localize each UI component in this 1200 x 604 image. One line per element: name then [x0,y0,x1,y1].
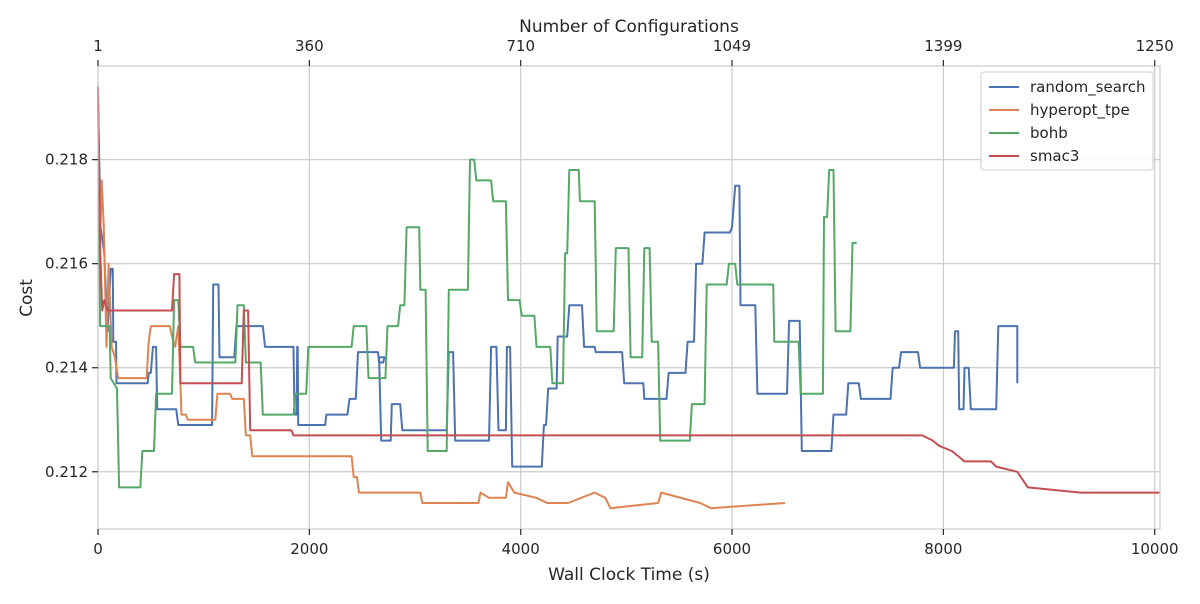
legend-label: random_search [1030,78,1146,97]
x-axis-ticks: 0 2000 4000 6000 8000 10000 [93,529,1179,558]
y-tick-label: 0.214 [45,359,88,377]
legend-label: bohb [1030,124,1068,142]
x-tick-label: 10000 [1131,540,1179,558]
y-axis-title: Cost [17,279,37,317]
legend-label: smac3 [1030,147,1079,165]
x-tick-label: 8000 [924,540,962,558]
top-tick-label: 710 [506,37,535,55]
y-tick-label: 0.216 [45,255,88,273]
top-tick-label: 360 [295,37,324,55]
plot-frame [97,65,1161,530]
top-tick-label: 1250 [1136,37,1174,55]
x-axis-title: Wall Clock Time (s) [548,565,710,585]
y-tick-label: 0.212 [45,463,88,481]
legend-box [980,71,1154,171]
x-tick-label: 0 [93,540,103,558]
x-tick-label: 4000 [502,540,540,558]
x-tick-label: 2000 [290,540,328,558]
x-tick-label: 6000 [713,540,751,558]
y-tick-label: 0.218 [45,151,88,169]
y-axis-ticks: 0.212 0.214 0.216 0.218 [45,151,98,481]
top-axis-title: Number of Configurations [519,17,739,37]
series-line-bohb [97,86,857,489]
series-line-hyperopt-tpe [97,91,785,510]
series-line-random-search [97,102,1019,468]
top-tick-label: 1399 [924,37,962,55]
series-lines [97,86,1160,510]
top-axis-ticks: 1 360 710 1049 1399 1250 [93,37,1174,66]
top-tick-label: 1049 [713,37,751,55]
legend-label: hyperopt_tpe [1030,101,1130,120]
top-tick-label: 1 [93,37,103,55]
series-line-smac3 [97,86,1160,494]
